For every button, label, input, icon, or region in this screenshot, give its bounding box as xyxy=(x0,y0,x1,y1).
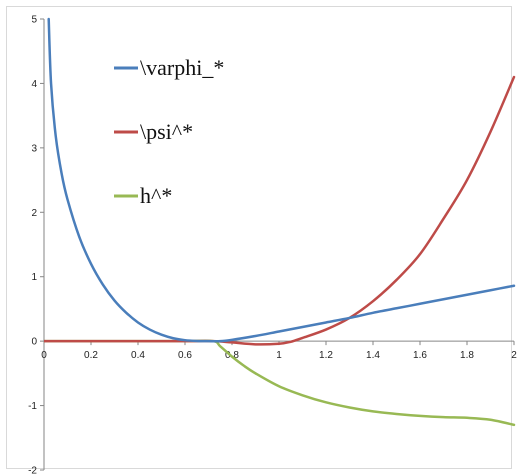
x-tick-label: 0.6 xyxy=(178,350,192,361)
legend-label-1: \psi^* xyxy=(140,119,193,144)
y-tick-label: 1 xyxy=(31,272,37,283)
x-tick-label: 0.4 xyxy=(131,350,145,361)
y-tick-label: 4 xyxy=(31,79,37,90)
x-tick-label: 1.2 xyxy=(319,350,333,361)
legend: \varphi_* \psi^* h^* xyxy=(114,55,224,208)
legend-label-0: \varphi_* xyxy=(140,55,224,80)
y-tick-label: 5 xyxy=(31,15,37,26)
x-tick-label: 1.6 xyxy=(413,350,427,361)
series-line-0 xyxy=(47,17,516,343)
x-tick-label: 1.4 xyxy=(366,350,380,361)
y-tick-label: 0 xyxy=(31,337,37,348)
x-tick-label: 2 xyxy=(511,350,517,361)
y-tick-label: 3 xyxy=(31,143,37,154)
legend-label-2: h^* xyxy=(140,183,172,208)
x-tick-label: 1.8 xyxy=(460,350,474,361)
y-tick-label: -2 xyxy=(28,466,37,475)
y-tick-label: -1 xyxy=(28,401,37,412)
x-tick-label: 0 xyxy=(41,350,47,361)
x-tick-label: 0.2 xyxy=(84,350,98,361)
chart-area-border xyxy=(6,6,512,469)
y-tick-label: 2 xyxy=(31,208,37,219)
series-lines xyxy=(44,17,516,427)
x-tick-label: 1 xyxy=(276,350,282,361)
